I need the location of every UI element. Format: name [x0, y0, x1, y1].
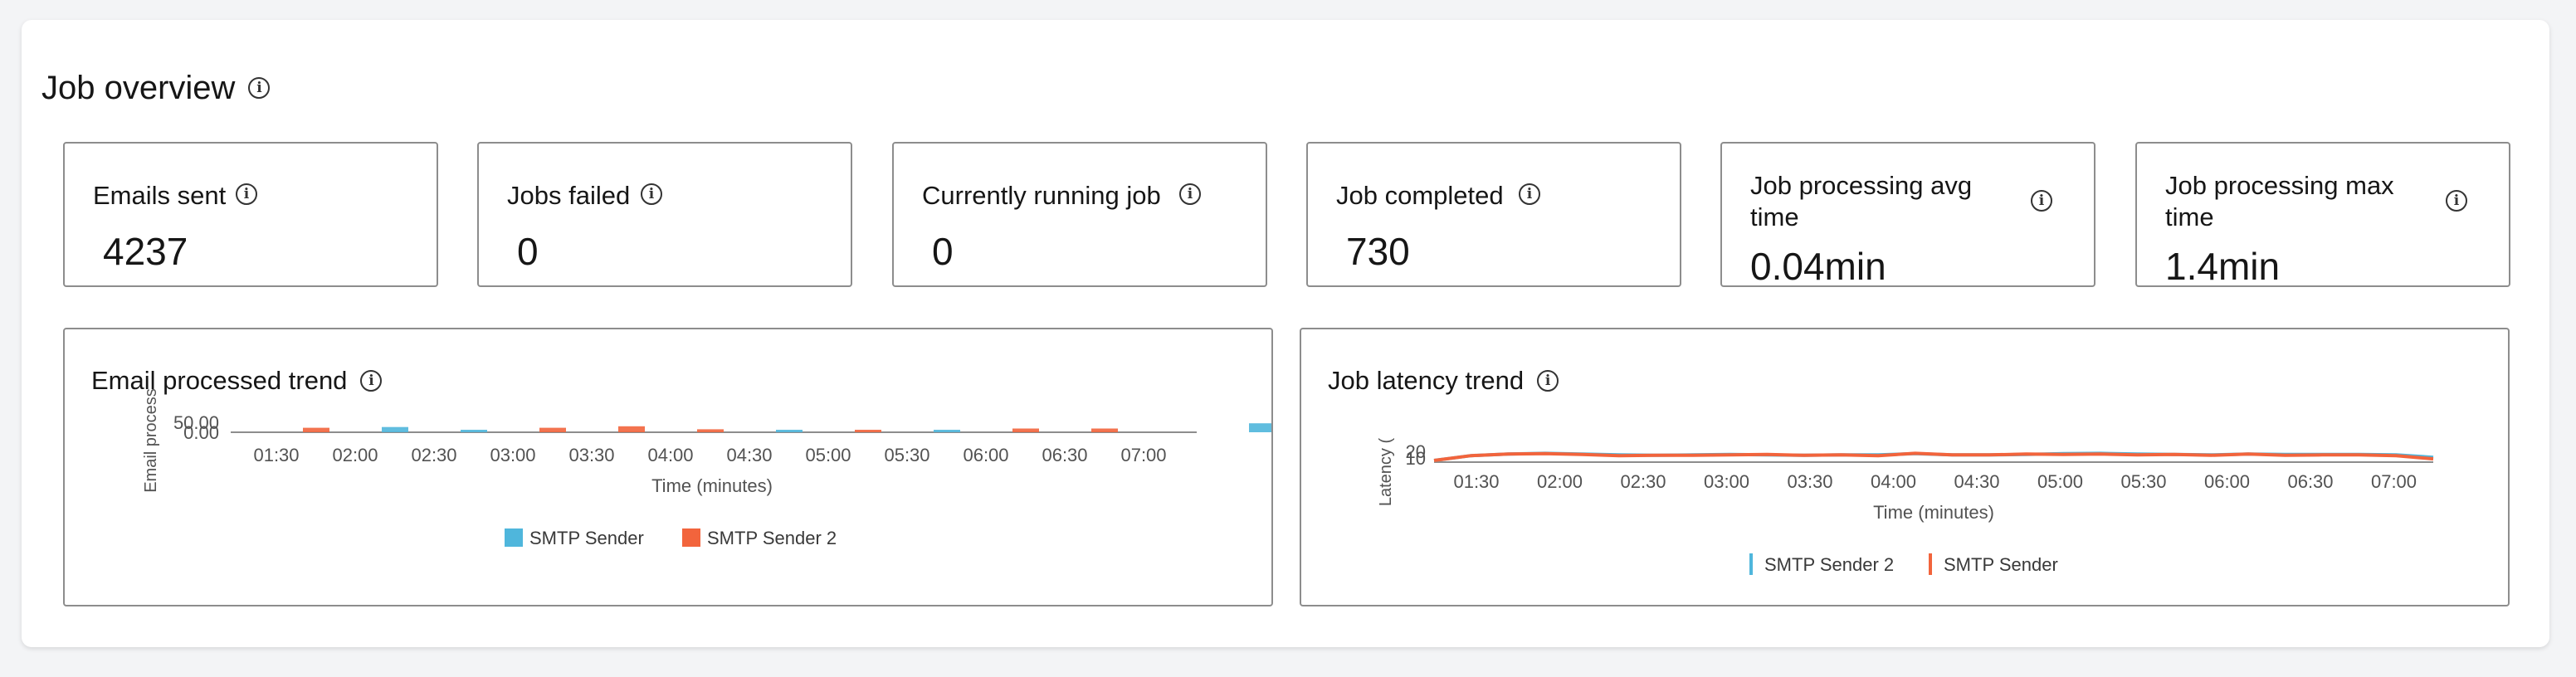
info-icon[interactable]: i — [2031, 190, 2052, 212]
metric-label: Currently running job — [922, 181, 1161, 210]
x-tick-label: 04:30 — [726, 445, 772, 465]
bar — [303, 427, 329, 432]
chart-title: Job latency trend — [1328, 366, 1525, 395]
info-icon[interactable]: i — [1179, 183, 1201, 205]
y-tick-label: 10 — [1406, 448, 1426, 469]
x-tick-label: 05:00 — [805, 445, 851, 465]
info-icon[interactable]: i — [1519, 183, 1540, 205]
info-icon[interactable]: i — [2446, 190, 2467, 212]
page-header: Job overview i — [41, 66, 271, 110]
x-tick-label: 06:30 — [2287, 471, 2333, 492]
x-tick-label: 01:30 — [1453, 471, 1499, 492]
metric-label: Emails sent — [93, 181, 227, 210]
y-axis-label: Email process — [142, 388, 160, 493]
metric-value: 1.4min — [2165, 245, 2281, 288]
legend-label: SMTP Sender 2 — [1764, 554, 1894, 575]
metric-job-processing-max-time: Job processing max time i 1.4min — [2135, 142, 2510, 288]
x-tick-label: 04:00 — [1871, 471, 1916, 492]
y-tick-label: 50.00 — [173, 412, 219, 433]
bar — [855, 430, 881, 432]
x-tick-label: 06:30 — [1042, 445, 1087, 465]
x-tick-label: 06:00 — [2204, 471, 2250, 492]
metric-value: 4237 — [103, 230, 188, 273]
metric-emails-sent: Emails sent i 4237 — [63, 142, 438, 287]
bar — [539, 427, 566, 432]
x-tick-label: 05:00 — [2037, 471, 2083, 492]
y-axis-label: Latency ( — [1377, 438, 1395, 507]
x-tick-label: 02:30 — [1620, 471, 1666, 492]
info-icon[interactable]: i — [360, 370, 383, 392]
y-tick-label: 20 — [1406, 441, 1426, 462]
metric-currently-running-job: Currently running job i 0 — [892, 142, 1267, 287]
x-tick-label: 05:30 — [2120, 471, 2166, 492]
bar — [776, 430, 803, 432]
legend-label: SMTP Sender 2 — [707, 528, 837, 548]
chart-title-row: Email processed trend i — [91, 364, 383, 397]
x-tick-label: 02:30 — [411, 445, 456, 465]
info-icon[interactable]: i — [236, 183, 257, 205]
chart-title-row: Job latency trend i — [1328, 364, 1559, 397]
x-tick-label: 02:00 — [1537, 471, 1583, 492]
info-icon[interactable]: i — [248, 77, 271, 99]
legend-swatch — [505, 528, 523, 547]
x-tick-label: 03:30 — [1787, 471, 1832, 492]
page-title: Job overview — [41, 69, 236, 106]
series-line — [1433, 451, 2434, 462]
bar — [697, 429, 724, 432]
email-processed-trend-panel: Email processed trend i 50.00 0.00 Email p… — [63, 328, 1273, 606]
metric-value: 0 — [517, 230, 539, 273]
metric-label: Job processing avg time — [1750, 171, 1973, 231]
x-axis-label: Time (minutes) — [651, 475, 773, 496]
metric-value: 0.04min — [1750, 245, 1886, 288]
metric-label: Jobs failed — [507, 181, 631, 210]
x-tick-label: 03:00 — [1704, 471, 1749, 492]
metric-job-completed: Job completed i 730 — [1306, 142, 1681, 287]
bar — [1249, 423, 1271, 432]
legend-swatch — [1929, 553, 1932, 575]
y-tick-label: 0.00 — [183, 422, 219, 443]
legend-label: SMTP Sender — [529, 528, 644, 548]
metric-jobs-failed: Jobs failed i 0 — [477, 142, 852, 287]
x-tick-label: 04:30 — [1954, 471, 1999, 492]
metric-label: Job processing max time — [2165, 171, 2394, 231]
info-icon[interactable]: i — [1537, 370, 1559, 392]
chart-title: Email processed trend — [91, 366, 348, 395]
bar — [618, 426, 645, 432]
x-tick-label: 02:00 — [332, 445, 378, 465]
metric-job-processing-avg-time: Job processing avg time i 0.04min — [1720, 142, 2095, 288]
job-latency-trend-panel: Job latency trend i 20 10 Latency ( 01:30 02… — [1300, 328, 2510, 606]
x-tick-label: 05:30 — [884, 445, 929, 465]
x-tick-label: 06:00 — [963, 445, 1008, 465]
x-tick-label: 07:00 — [1120, 445, 1166, 465]
x-tick-label: 03:00 — [490, 445, 535, 465]
legend-swatch — [1749, 553, 1753, 575]
metric-value: 730 — [1346, 230, 1410, 273]
legend-swatch — [682, 528, 700, 547]
job-overview-card — [22, 20, 2549, 647]
x-axis-label: Time (minutes) — [1873, 502, 1994, 523]
x-tick-label: 03:30 — [568, 445, 614, 465]
info-icon[interactable]: i — [641, 183, 662, 205]
legend-label: SMTP Sender — [1944, 554, 2058, 575]
bar — [1012, 428, 1039, 432]
metric-value: 0 — [932, 230, 954, 273]
x-tick-label: 01:30 — [253, 445, 299, 465]
x-tick-label: 07:00 — [2371, 471, 2417, 492]
bar — [1091, 428, 1118, 432]
metric-label: Job completed — [1336, 181, 1504, 210]
x-tick-label: 04:00 — [647, 445, 693, 465]
bar — [382, 426, 408, 432]
email-processed-chart: 50.000.00 Email process 01:30 02:00 02:30 03:… — [142, 388, 1271, 548]
bar — [934, 430, 960, 432]
bar — [461, 430, 487, 432]
